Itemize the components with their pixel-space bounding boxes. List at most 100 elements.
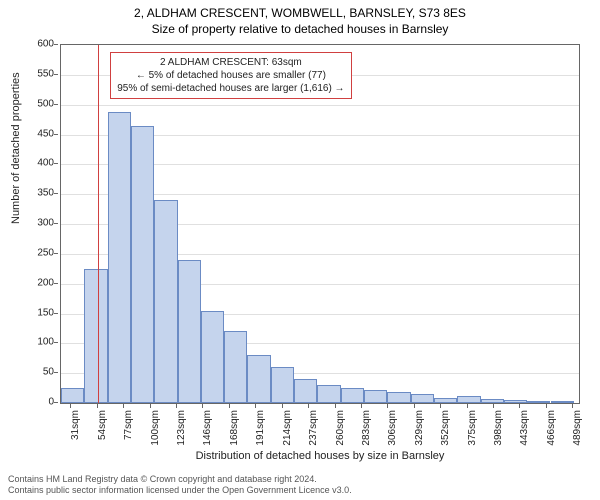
y-tick-label: 350 [37,188,54,199]
x-tick-label: 237sqm [308,410,319,446]
marker-line [98,45,99,403]
bar [201,311,224,403]
bar [247,355,270,403]
bar [271,367,294,403]
bar [341,388,364,403]
x-axis-label: Distribution of detached houses by size … [60,450,580,462]
y-tick-mark [54,372,58,373]
y-tick-mark [54,163,58,164]
x-tick-mark [229,404,230,408]
bar [131,126,154,403]
bar [108,112,131,403]
bar [411,394,434,403]
x-tick-label: 306sqm [387,410,398,446]
x-tick-label: 146sqm [202,410,213,446]
bar [84,269,107,403]
x-tick-label: 168sqm [229,410,240,446]
x-tick-label: 329sqm [414,410,425,446]
x-tick-mark [361,404,362,408]
x-tick-mark [150,404,151,408]
bar [61,388,84,403]
bar [387,392,410,403]
y-tick-mark [54,223,58,224]
footer-line-1: Contains HM Land Registry data © Crown c… [8,474,352,485]
x-tick-label: 283sqm [361,410,372,446]
x-tick-mark [519,404,520,408]
x-tick-label: 375sqm [467,410,478,446]
title-line-2: Size of property relative to detached ho… [0,22,600,38]
x-tick-mark [467,404,468,408]
y-tick-mark [54,253,58,254]
info-line-3: 95% of semi-detached houses are larger (… [117,82,344,95]
y-tick-mark [54,74,58,75]
x-tick-mark [493,404,494,408]
y-tick-mark [54,134,58,135]
x-tick-mark [335,404,336,408]
x-tick-mark [202,404,203,408]
x-tick-label: 260sqm [335,410,346,446]
x-tick-mark [414,404,415,408]
bar [434,398,457,403]
x-tick-label: 54sqm [97,410,108,440]
x-tick-mark [546,404,547,408]
y-axis: 050100150200250300350400450500550600 [0,44,58,404]
x-tick-label: 214sqm [282,410,293,446]
x-tick-mark [282,404,283,408]
x-tick-label: 398sqm [493,410,504,446]
y-tick-label: 300 [37,218,54,229]
y-tick-mark [54,44,58,45]
x-tick-mark [308,404,309,408]
x-tick-mark [387,404,388,408]
y-tick-mark [54,193,58,194]
x-tick-label: 77sqm [123,410,134,440]
x-tick-mark [440,404,441,408]
y-tick-label: 250 [37,247,54,258]
bar [154,200,177,403]
bar [504,400,527,403]
x-tick-label: 123sqm [176,410,187,446]
x-tick-mark [70,404,71,408]
x-tick-mark [176,404,177,408]
y-tick-label: 500 [37,98,54,109]
footer-line-2: Contains public sector information licen… [8,485,352,496]
x-tick-mark [123,404,124,408]
info-line-2: ← 5% of detached houses are smaller (77) [117,69,344,82]
bar [481,399,504,403]
x-tick-label: 31sqm [70,410,81,440]
chart-title: 2, ALDHAM CRESCENT, WOMBWELL, BARNSLEY, … [0,0,600,37]
x-tick-label: 466sqm [546,410,557,446]
x-tick-label: 100sqm [150,410,161,446]
x-axis: 31sqm 54sqm 77sqm 100sqm 123sqm 146sqm 168sqm 1… [60,404,580,454]
info-line-1: 2 ALDHAM CRESCENT: 63sqm [117,56,344,69]
footer-attribution: Contains HM Land Registry data © Crown c… [8,474,352,496]
x-tick-label: 489sqm [572,410,583,446]
bar [364,390,387,403]
y-tick-label: 400 [37,158,54,169]
bar [551,401,574,403]
x-tick-mark [572,404,573,408]
x-tick-mark [97,404,98,408]
bar [178,260,201,403]
y-tick-mark [54,342,58,343]
bar [527,401,550,403]
x-tick-label: 191sqm [255,410,266,446]
y-tick-label: 550 [37,68,54,79]
y-tick-mark [54,313,58,314]
y-tick-label: 100 [37,337,54,348]
y-tick-label: 50 [43,367,54,378]
info-box: 2 ALDHAM CRESCENT: 63sqm ← 5% of detache… [110,52,351,99]
title-line-1: 2, ALDHAM CRESCENT, WOMBWELL, BARNSLEY, … [0,6,600,22]
y-tick-mark [54,402,58,403]
y-tick-label: 150 [37,307,54,318]
bar [457,396,480,403]
bar [317,385,340,403]
x-tick-label: 443sqm [519,410,530,446]
y-tick-label: 200 [37,277,54,288]
x-tick-mark [255,404,256,408]
y-tick-mark [54,104,58,105]
chart-container: 2, ALDHAM CRESCENT, WOMBWELL, BARNSLEY, … [0,0,600,500]
y-tick-label: 450 [37,128,54,139]
y-tick-label: 600 [37,39,54,50]
bar [294,379,317,403]
plot-area: 2 ALDHAM CRESCENT: 63sqm ← 5% of detache… [60,44,580,404]
